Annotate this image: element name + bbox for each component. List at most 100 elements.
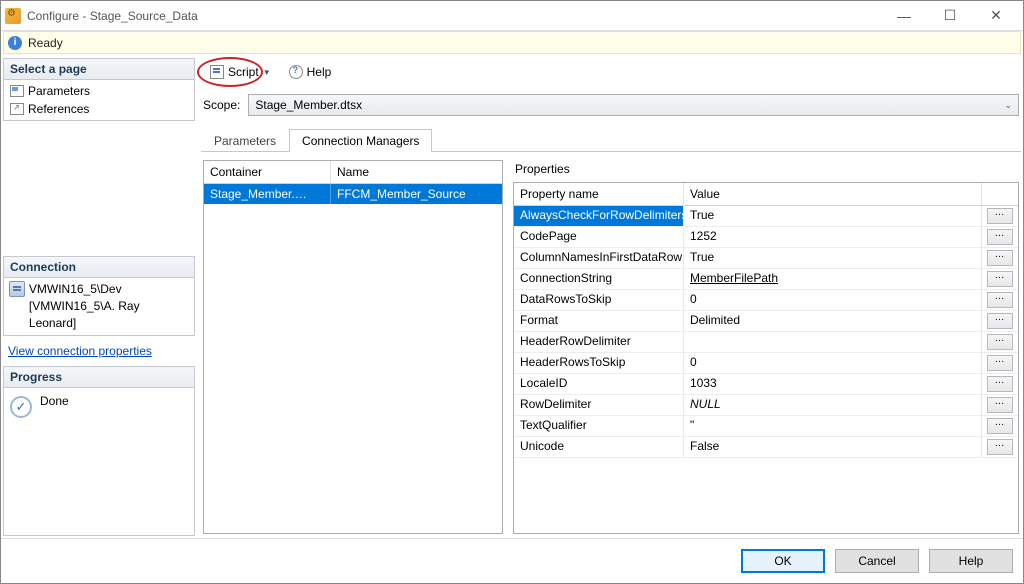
property-name: CodePage: [514, 227, 684, 247]
ellipsis-button[interactable]: …: [987, 418, 1013, 434]
property-name: TextQualifier: [514, 416, 684, 436]
select-page-header: Select a page: [3, 58, 195, 80]
col-action: [982, 183, 1018, 205]
progress-header: Progress: [3, 366, 195, 388]
ellipsis-button[interactable]: …: [987, 313, 1013, 329]
property-action: …: [982, 269, 1018, 289]
property-value[interactable]: Delimited: [684, 311, 982, 331]
property-row[interactable]: DataRowsToSkip0 …: [514, 290, 1018, 311]
chevron-down-icon: ⌄: [1004, 100, 1012, 111]
property-value[interactable]: [684, 332, 982, 352]
connection-user: [VMWIN16_5\A. Ray Leonard]: [29, 298, 189, 332]
window-title: Configure - Stage_Source_Data: [27, 9, 881, 23]
tab-parameters[interactable]: Parameters: [201, 129, 289, 152]
property-action: …: [982, 374, 1018, 394]
property-action: …: [982, 290, 1018, 310]
col-property-name[interactable]: Property name: [514, 183, 684, 205]
property-value[interactable]: 0: [684, 353, 982, 373]
property-name: DataRowsToSkip: [514, 290, 684, 310]
property-name: ColumnNamesInFirstDataRow: [514, 248, 684, 268]
info-icon: i: [8, 36, 22, 50]
property-name: HeaderRowDelimiter: [514, 332, 684, 352]
ellipsis-button[interactable]: …: [987, 229, 1013, 245]
ellipsis-button[interactable]: …: [987, 208, 1013, 224]
ellipsis-button[interactable]: …: [987, 397, 1013, 413]
property-action: …: [982, 206, 1018, 226]
sidebar-item-label: References: [28, 102, 89, 116]
ellipsis-button[interactable]: …: [987, 271, 1013, 287]
property-action: …: [982, 227, 1018, 247]
help-button[interactable]: Help: [282, 62, 339, 82]
ok-button[interactable]: OK: [741, 549, 825, 573]
property-value[interactable]: NULL: [684, 395, 982, 415]
col-value[interactable]: Value: [684, 183, 982, 205]
configure-window: Configure - Stage_Source_Data — ☐ ✕ i Re…: [0, 0, 1024, 584]
property-row[interactable]: UnicodeFalse …: [514, 437, 1018, 458]
connection-managers-grid: Container Name Stage_Member.… FFCM_Membe…: [203, 160, 503, 534]
property-action: …: [982, 311, 1018, 331]
property-name: Format: [514, 311, 684, 331]
ellipsis-button[interactable]: …: [987, 334, 1013, 350]
scope-row: Scope: Stage_Member.dtsx ⌄: [201, 86, 1021, 122]
property-value[interactable]: MemberFilePath: [684, 269, 982, 289]
cancel-button[interactable]: Cancel: [835, 549, 919, 573]
grid-row[interactable]: Stage_Member.… FFCM_Member_Source: [204, 184, 502, 204]
property-name: LocaleID: [514, 374, 684, 394]
tab-connection-managers[interactable]: Connection Managers: [289, 129, 432, 152]
parameters-icon: [10, 85, 24, 97]
maximize-button[interactable]: ☐: [927, 1, 973, 31]
tabs: Parameters Connection Managers: [201, 128, 1021, 152]
property-name: HeaderRowsToSkip: [514, 353, 684, 373]
property-row[interactable]: FormatDelimited …: [514, 311, 1018, 332]
property-row[interactable]: RowDelimiterNULL …: [514, 395, 1018, 416]
property-row[interactable]: HeaderRowsToSkip0 …: [514, 353, 1018, 374]
property-value[interactable]: 1252: [684, 227, 982, 247]
property-value[interactable]: 0: [684, 290, 982, 310]
sidebar-item-parameters[interactable]: Parameters: [6, 82, 192, 100]
property-value[interactable]: True: [684, 248, 982, 268]
toolbar: Script ▼ Help: [201, 58, 1021, 86]
close-button[interactable]: ✕: [973, 1, 1019, 31]
property-row[interactable]: ColumnNamesInFirstDataRowTrue …: [514, 248, 1018, 269]
property-name: Unicode: [514, 437, 684, 457]
property-row[interactable]: ConnectionStringMemberFilePath…: [514, 269, 1018, 290]
scope-value: Stage_Member.dtsx: [255, 98, 362, 112]
cell-name: FFCM_Member_Source: [331, 184, 502, 204]
ellipsis-button[interactable]: …: [987, 439, 1013, 455]
minimize-button[interactable]: —: [881, 1, 927, 31]
help-button[interactable]: Help: [929, 549, 1013, 573]
property-name: RowDelimiter: [514, 395, 684, 415]
col-container[interactable]: Container: [204, 161, 331, 183]
property-row[interactable]: AlwaysCheckForRowDelimitersTrue …: [514, 206, 1018, 227]
ellipsis-button[interactable]: …: [987, 250, 1013, 266]
property-row[interactable]: HeaderRowDelimiter …: [514, 332, 1018, 353]
server-icon: [9, 281, 25, 297]
property-value[interactable]: False: [684, 437, 982, 457]
property-row[interactable]: LocaleID1033 …: [514, 374, 1018, 395]
scope-select[interactable]: Stage_Member.dtsx ⌄: [248, 94, 1019, 116]
col-name[interactable]: Name: [331, 161, 502, 183]
ellipsis-button[interactable]: …: [987, 376, 1013, 392]
script-button[interactable]: Script ▼: [203, 62, 278, 82]
property-row[interactable]: TextQualifier" …: [514, 416, 1018, 437]
sidebar-item-label: Parameters: [28, 84, 90, 98]
connection-server: VMWIN16_5\Dev: [29, 281, 189, 298]
property-value[interactable]: ": [684, 416, 982, 436]
property-name: AlwaysCheckForRowDelimiters: [514, 206, 684, 226]
property-value[interactable]: 1033: [684, 374, 982, 394]
check-icon: ✓: [10, 396, 32, 418]
sidebar-item-references[interactable]: References: [6, 100, 192, 118]
property-value[interactable]: True: [684, 206, 982, 226]
property-action: …: [982, 248, 1018, 268]
scope-label: Scope:: [203, 98, 240, 112]
connection-header: Connection: [3, 256, 195, 278]
footer: OK Cancel Help: [1, 538, 1023, 583]
script-icon: [210, 65, 224, 79]
properties-label: Properties: [513, 160, 1019, 182]
progress-body: ✓ Done: [3, 388, 195, 536]
ellipsis-button[interactable]: …: [987, 355, 1013, 371]
property-row[interactable]: CodePage1252 …: [514, 227, 1018, 248]
view-connection-link[interactable]: View connection properties: [8, 344, 190, 358]
property-action: …: [982, 395, 1018, 415]
ellipsis-button[interactable]: …: [987, 292, 1013, 308]
